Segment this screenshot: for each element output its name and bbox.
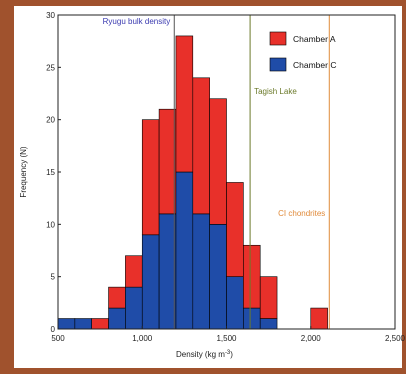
y-tick-label: 30 — [46, 11, 55, 20]
bar-chamber-a — [91, 318, 109, 330]
x-axis-label-superscript: -3 — [225, 350, 231, 356]
legend-swatch — [269, 57, 287, 72]
bar-chamber-a — [310, 307, 328, 330]
y-tick-label: 10 — [46, 220, 55, 229]
x-axis-label: Density (kg m-3) — [176, 350, 233, 359]
bar-chamber-a — [125, 255, 143, 288]
reference-line-label: Ryugu bulk density — [103, 17, 171, 26]
bar-chamber-a — [209, 98, 227, 225]
x-tick-label: 2,500 — [385, 334, 406, 343]
reference-lines: Ryugu bulk density Tagish Lake CI chondrit… — [103, 15, 330, 329]
bar-chamber-c — [226, 276, 244, 330]
x-tick-label: 1,500 — [216, 334, 237, 343]
bar-chamber-c — [125, 286, 143, 330]
x-axis-label-text: Density (kg m — [176, 350, 225, 359]
bar-chamber-c — [158, 213, 177, 330]
reference-line-label: CI chondrites — [278, 209, 325, 218]
y-axis-label: Frequency (N) — [19, 146, 28, 197]
bar-chamber-a — [226, 182, 244, 277]
bar-chamber-a — [158, 108, 177, 215]
bar-chamber-a — [108, 286, 126, 309]
y-tick-label: 25 — [46, 63, 55, 72]
bar-chamber-c — [108, 307, 126, 330]
bars-group — [57, 35, 328, 330]
legend-label: Chamber C — [293, 60, 336, 70]
bar-chamber-a — [243, 244, 261, 309]
y-tick-label: 0 — [51, 325, 56, 334]
y-tick-label: 5 — [51, 273, 56, 282]
axes-group: 0 5 10 15 20 25 30 500 1,000 1,500 2,000 2,500 — [46, 11, 405, 343]
bar-chamber-c — [175, 171, 194, 330]
bar-chamber-a — [141, 119, 160, 236]
x-tick-label: 1,000 — [132, 334, 153, 343]
bar-chamber-c — [192, 213, 210, 330]
bar-chamber-c — [141, 234, 160, 330]
bar-chamber-c — [74, 318, 92, 330]
x-tick-label: 2,000 — [301, 334, 322, 343]
bar-chamber-a — [175, 35, 194, 173]
legend-swatch — [269, 31, 287, 46]
bar-chamber-c — [243, 307, 261, 330]
x-tick-label: 500 — [51, 334, 65, 343]
reference-line-label: Tagish Lake — [254, 87, 297, 96]
legend-label: Chamber A — [293, 34, 336, 44]
bar-chamber-c — [57, 318, 76, 330]
legend: Chamber A Chamber C — [269, 31, 336, 72]
bar-chamber-c — [259, 318, 278, 330]
y-tick-label: 15 — [46, 168, 55, 177]
bar-chamber-a — [192, 77, 210, 215]
y-tick-label: 20 — [46, 116, 55, 125]
bar-chamber-a — [259, 276, 278, 319]
x-axis-label-close: ) — [230, 350, 233, 359]
bar-chamber-c — [209, 224, 227, 330]
